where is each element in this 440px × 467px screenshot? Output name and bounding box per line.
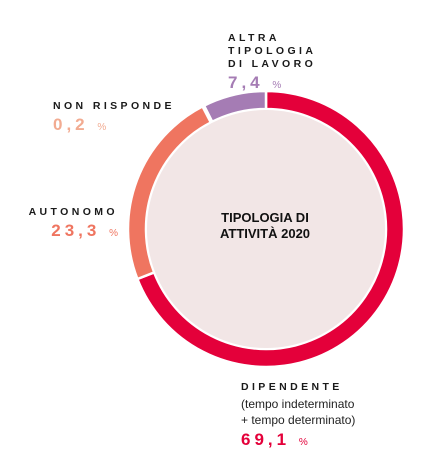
slice-value-number: 0,2 <box>53 115 89 134</box>
slice-label-value: 23,3 % <box>0 221 118 244</box>
slice-value-unit: % <box>109 228 118 239</box>
label-dipendente: DIPENDENTE (tempo indeterminato + tempo … <box>241 381 355 453</box>
slice-value-unit: % <box>272 80 282 91</box>
slice-value-number: 23,3 <box>51 221 101 240</box>
slice-label-value: 0,2 % <box>53 115 175 138</box>
center-disc <box>147 110 385 348</box>
slice-value-number: 69,1 <box>241 430 291 449</box>
slice-label-name: ALTRA TIPOLOGIA DI LAVORO <box>228 32 317 70</box>
slice-altra-tipologia <box>202 89 268 124</box>
slice-label-note: (tempo indeterminato + tempo determinato… <box>241 397 356 427</box>
slice-label-name: AUTONOMO <box>28 206 118 218</box>
slice-label-name: DIPENDENTE <box>241 381 343 393</box>
label-autonomo: AUTONOMO 23,3 % <box>0 206 118 244</box>
slice-label-value: 69,1 % <box>241 430 355 453</box>
label-non-risponde: NON RISPONDE 0,2 % <box>53 100 175 138</box>
slice-value-unit: % <box>298 437 308 448</box>
slice-value-unit: % <box>97 122 107 133</box>
chart-title: TIPOLOGIA DI ATTIVITÀ 2020 <box>219 210 311 241</box>
slice-label-value: 7,4 % <box>228 73 316 96</box>
donut-slices <box>126 89 406 369</box>
slice-value-number: 7,4 <box>228 73 264 92</box>
label-altra-tipologia: ALTRA TIPOLOGIA DI LAVORO 7,4 % <box>228 32 316 96</box>
slice-label-name: NON RISPONDE <box>53 100 175 112</box>
